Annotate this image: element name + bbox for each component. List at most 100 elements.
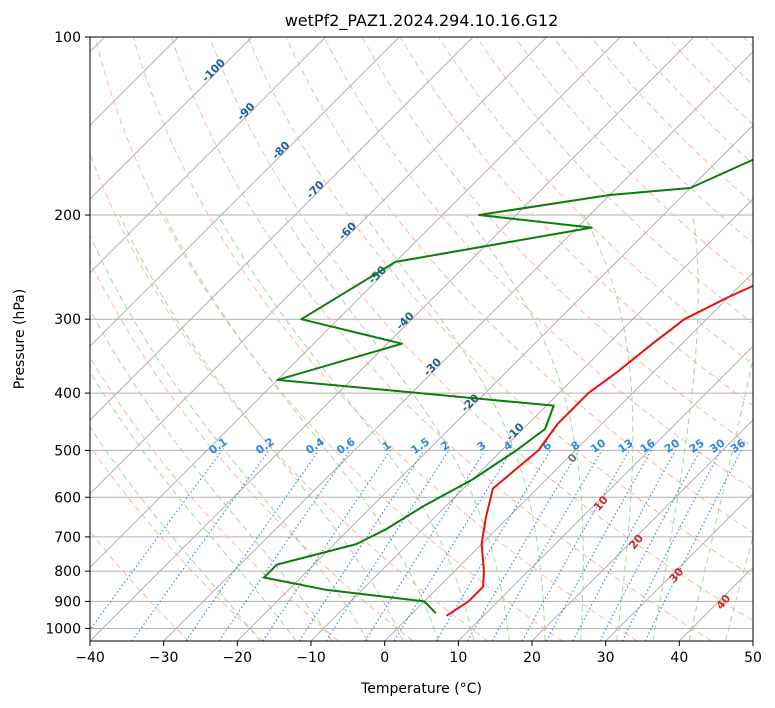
mixing-ratio-line [131,450,270,641]
dry-adiabat-line [94,37,563,641]
moist-adiabat-line [217,214,475,641]
mixing-ratio-label: 10 [588,436,608,456]
moist-adiabat-line [90,234,369,641]
dry-adiabat-line [323,37,753,491]
moist-adiabat-line [90,308,333,641]
background-lines [90,37,753,641]
isotherm-line [752,640,753,641]
x-tick-label: 10 [449,650,467,666]
y-tick-label: 100 [54,30,81,46]
moist-adiabat-line [652,214,699,641]
moist-adiabat-line [90,426,261,641]
dry-adiabat-line [90,260,414,641]
mixing-ratio-label: 36 [728,436,748,456]
mixing-ratio-line [298,450,425,641]
mixing-ratio-line [364,450,486,641]
isotherm-line [384,271,753,641]
y-axis-label: Pressure (hPa) [12,289,28,389]
mixing-ratio-label: 20 [662,436,682,456]
dry-adiabat-line [209,37,753,622]
isotherm-line [163,50,753,641]
isotherm-label: -30 [421,355,444,378]
sounding-profiles [263,158,753,617]
mixing-ratio-line [262,450,391,641]
dry-adiabat-line [90,445,264,641]
isotherm-label: -20 [459,391,482,414]
moist-adiabat-line [465,214,584,641]
x-tick-label: −30 [149,650,179,666]
dry-adiabat-line [590,37,753,205]
isotherm-label: -50 [366,263,389,286]
y-tick-label: 900 [54,594,81,610]
isotherm-line [531,419,753,641]
x-tick-label: 30 [597,650,615,666]
isotherm-label: -90 [234,100,257,123]
isotherm-line [90,37,400,348]
moist-adiabat-line [90,371,297,641]
y-tick-label: 300 [54,312,81,328]
y-tick-label: 500 [54,443,81,459]
mixing-ratio-label: 25 [687,436,707,455]
chart-title: wetPf2_PAZ1.2024.294.10.16.G12 [285,11,559,31]
x-tick-label: 50 [744,650,762,666]
isotherm-line [90,37,253,200]
mixing-ratio-line [572,450,677,641]
mixing-ratio-line [185,450,320,641]
dry-adiabat-line [705,37,753,87]
dry-adiabat-line [90,152,488,641]
y-tick-label: 600 [54,490,81,506]
dry-adiabat-line [476,37,753,325]
mixing-ratio-label: 0.2 [253,435,276,457]
isotherm-label: -100 [199,56,228,85]
y-tick-label: 800 [54,564,81,580]
moist-adiabat-line [119,214,404,641]
dry-adiabat-line [667,37,753,126]
y-axis: 1000 900 800 700 600 500 400 300 200 100 [45,30,90,637]
dewpoint-profile [263,158,753,614]
y-tick-label: 400 [54,386,81,402]
moist-adiabat-label: 40 [714,592,734,612]
x-tick-label: 40 [670,650,688,666]
moist-adiabat-line [164,214,439,641]
dry-adiabat-line [132,37,638,641]
moist-adiabat-label: 30 [667,565,687,585]
isotherm-label: -40 [394,309,417,332]
mixing-ratio-label: 1.5 [409,435,432,457]
moist-adiabat-line [688,355,753,641]
x-axis-label: Temperature (°C) [360,681,482,697]
dry-adiabat-line [552,37,753,244]
moist-adiabat-line [364,214,546,641]
dry-adiabat-line [514,37,753,284]
isotherm-line [90,37,474,421]
dry-adiabat-line [437,37,753,365]
mixing-ratio-label: 16 [638,436,658,456]
isotherm-line [90,37,548,495]
dry-adiabat-line [247,37,753,577]
isotherm-line [678,566,753,641]
isotherm-line [90,37,621,569]
dry-adiabat-line [285,37,753,534]
mixing-ratio-line [599,450,701,641]
mixing-ratio-line [644,450,743,641]
mixing-ratio-line [521,450,630,641]
x-tick-label: 0 [380,650,389,666]
temperature-profile [446,284,753,617]
y-tick-label: 1000 [45,621,81,637]
moist-adiabat-line [583,214,634,641]
x-tick-label: 20 [523,650,541,666]
mixing-ratio-label: 1 [380,439,394,454]
y-tick-label: 200 [54,208,81,224]
x-tick-label: −40 [75,650,105,666]
mixing-ratio-line [325,450,450,641]
x-tick-label: −10 [296,650,326,666]
dry-adiabat-line [90,356,339,641]
x-axis: −40 −30 −20 −10 0 10 20 30 40 50 [75,641,762,666]
mixing-ratio-line [218,450,351,641]
isotherm-line [457,345,753,641]
plot-frame [89,36,754,642]
isotherm-line [236,124,753,641]
mixing-ratio-line [545,450,652,641]
x-tick-label: −20 [223,650,253,666]
dry-adiabat-line [170,37,712,641]
